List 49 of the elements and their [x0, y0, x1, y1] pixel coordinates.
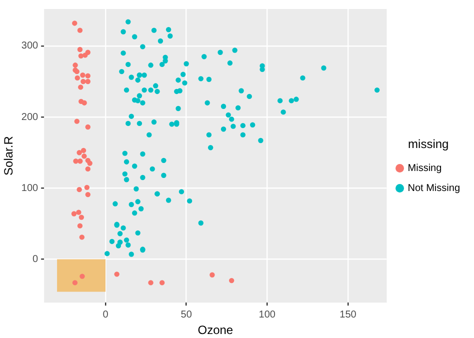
point: [77, 223, 83, 228]
point: [80, 78, 86, 84]
point: [80, 148, 86, 154]
point: [73, 158, 78, 164]
legend-label: Missing: [408, 162, 442, 174]
point: [114, 272, 120, 277]
x-tick-label: 150: [340, 309, 357, 320]
y-tick-label: 300: [21, 40, 39, 52]
y-tick-label: 200: [21, 112, 39, 123]
point: [72, 20, 78, 26]
point: [84, 184, 90, 190]
x-axis-title: Ozone: [198, 323, 234, 338]
point: [79, 234, 85, 240]
point: [85, 50, 90, 55]
point: [76, 150, 82, 156]
point: [76, 186, 82, 192]
y-tick-label: 100: [21, 182, 39, 194]
point: [80, 274, 85, 279]
y-axis-title: Solar.R: [2, 136, 16, 176]
x-tick-label: 100: [258, 309, 276, 320]
point: [85, 166, 90, 172]
point: [77, 28, 83, 33]
point: [87, 160, 92, 166]
point: [76, 210, 82, 215]
point: [74, 75, 80, 81]
point: [85, 78, 90, 84]
point: [72, 280, 78, 286]
point: [228, 278, 234, 284]
point: [78, 214, 84, 220]
point: [71, 211, 77, 216]
point: [78, 84, 84, 90]
legend-title: missing: [408, 137, 449, 152]
point: [85, 192, 90, 198]
point: [82, 154, 87, 159]
point: [77, 46, 83, 52]
point: [80, 72, 86, 78]
x-tick-label: 50: [180, 309, 192, 320]
legend-label: Not Missing: [408, 182, 460, 194]
point: [78, 98, 84, 104]
point: [148, 280, 154, 286]
point: [85, 73, 90, 78]
point: [74, 118, 80, 124]
x-tick-label: 0: [102, 309, 109, 320]
point: [159, 280, 165, 286]
point: [210, 272, 215, 278]
point: [72, 62, 78, 68]
point: [85, 124, 90, 130]
point: [78, 158, 83, 164]
y-tick-label: 0: [32, 254, 39, 265]
